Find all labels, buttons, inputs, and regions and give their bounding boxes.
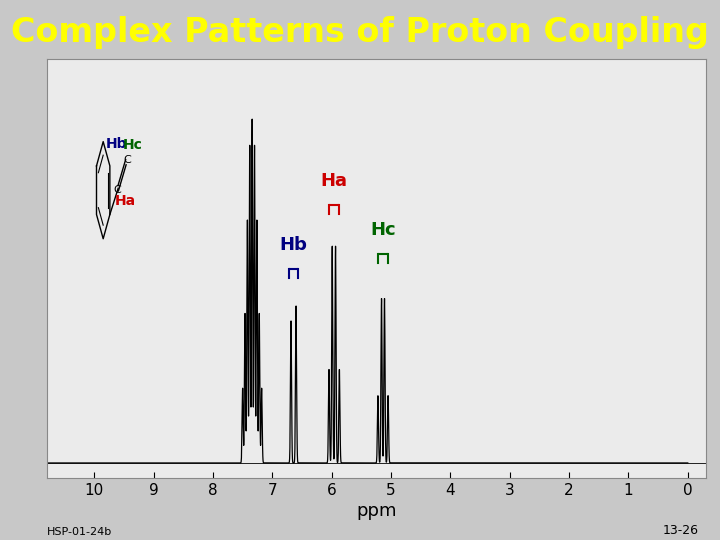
X-axis label: ppm: ppm [356, 502, 397, 520]
Text: Hc: Hc [371, 221, 396, 239]
Text: HSP-01-24b: HSP-01-24b [47, 527, 112, 537]
Text: C: C [123, 156, 130, 165]
Text: Ha: Ha [114, 194, 136, 208]
Text: Hc: Hc [123, 138, 143, 152]
Text: Complex Patterns of Proton Coupling: Complex Patterns of Proton Coupling [11, 16, 709, 49]
Text: C: C [114, 185, 121, 195]
Text: 13-26: 13-26 [662, 524, 698, 537]
Text: Hb: Hb [106, 137, 127, 151]
Text: Hb: Hb [280, 235, 307, 254]
Text: Ha: Ha [320, 172, 348, 190]
